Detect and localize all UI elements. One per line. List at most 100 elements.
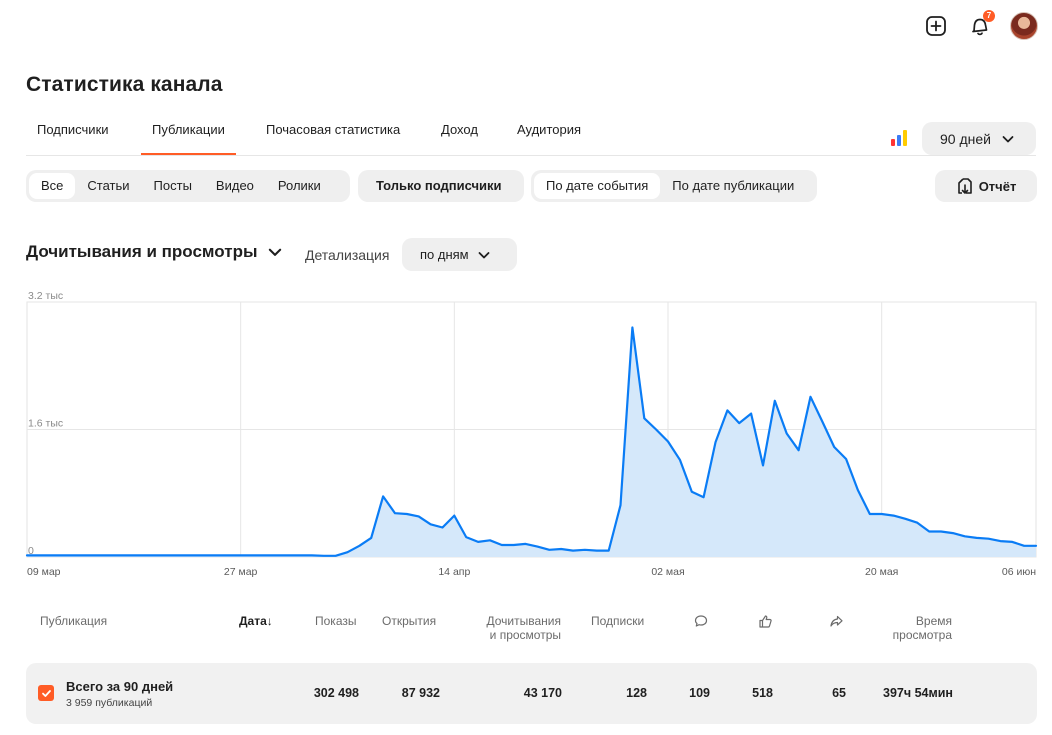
data-point[interactable] [96, 553, 101, 558]
data-point[interactable] [155, 553, 160, 558]
data-point[interactable] [820, 419, 825, 424]
data-point[interactable] [642, 416, 647, 421]
data-point[interactable] [832, 445, 837, 450]
data-point[interactable] [915, 520, 920, 525]
data-point[interactable] [998, 539, 1003, 544]
col-comments[interactable] [694, 614, 708, 631]
data-point[interactable] [226, 553, 231, 558]
col-opens[interactable]: Открытия [382, 614, 437, 628]
data-point[interactable] [179, 553, 184, 558]
data-point[interactable] [571, 548, 576, 553]
data-point[interactable] [618, 503, 623, 508]
data-point[interactable] [72, 553, 77, 558]
data-point[interactable] [535, 544, 540, 549]
data-point[interactable] [333, 553, 338, 558]
data-point[interactable] [108, 553, 113, 558]
data-point[interactable] [1034, 543, 1039, 548]
data-point[interactable] [867, 512, 872, 517]
data-point[interactable] [488, 538, 493, 543]
data-point[interactable] [393, 511, 398, 516]
data-point[interactable] [48, 553, 53, 558]
table-row-total[interactable]: Всего за 90 дней 3 959 публикаций 302 49… [26, 663, 1037, 724]
data-point[interactable] [1022, 543, 1027, 548]
data-point[interactable] [666, 439, 671, 444]
data-point[interactable] [927, 529, 932, 534]
avatar[interactable] [1010, 12, 1038, 40]
filter-by-event-date[interactable]: По дате события [534, 173, 661, 199]
metric-select[interactable]: Дочитывания и просмотры [26, 242, 283, 262]
data-point[interactable] [452, 513, 457, 518]
data-point[interactable] [428, 522, 433, 527]
data-point[interactable] [286, 553, 291, 558]
data-point[interactable] [606, 548, 611, 553]
data-point[interactable] [654, 427, 659, 432]
tab-subscribers[interactable]: Подписчики [37, 122, 109, 137]
data-point[interactable] [298, 553, 303, 558]
col-likes[interactable] [758, 614, 773, 632]
tab-audience[interactable]: Аудитория [517, 122, 582, 137]
data-point[interactable] [60, 553, 65, 558]
data-point[interactable] [855, 488, 860, 493]
col-subscriptions[interactable]: Подписки [591, 614, 645, 628]
data-point[interactable] [559, 547, 564, 552]
data-point[interactable] [84, 553, 89, 558]
data-point[interactable] [761, 463, 766, 468]
data-point[interactable] [749, 411, 754, 416]
notifications-button[interactable]: 7 [966, 10, 995, 40]
data-point[interactable] [879, 512, 884, 517]
data-point[interactable] [262, 553, 267, 558]
filter-all[interactable]: Все [29, 173, 76, 199]
reads-views-chart[interactable]: 3.2 тыс 1.6 тыс 0 09 мар 27 мар 14 апр 02 мая 2… [0, 285, 1052, 580]
data-point[interactable] [594, 548, 599, 553]
data-point[interactable] [274, 553, 279, 558]
col-publication[interactable]: Публикация [40, 614, 108, 628]
tab-hourly-stats[interactable]: Почасовая статистика [266, 122, 401, 137]
detail-select[interactable]: по дням [402, 238, 517, 271]
data-point[interactable] [357, 543, 362, 548]
filter-videos[interactable]: Видео [215, 178, 254, 193]
add-publication-button[interactable] [922, 12, 950, 40]
data-point[interactable] [167, 553, 172, 558]
data-point[interactable] [404, 512, 409, 517]
data-point[interactable] [203, 553, 208, 558]
filter-by-publication-date[interactable]: По дате публикации [672, 178, 795, 193]
data-point[interactable] [974, 535, 979, 540]
data-point[interactable] [511, 543, 516, 548]
data-point[interactable] [986, 536, 991, 541]
data-point[interactable] [369, 535, 374, 540]
data-point[interactable] [191, 553, 196, 558]
col-reads[interactable]: Дочитывания и просмотры [476, 614, 562, 642]
data-point[interactable] [582, 547, 587, 552]
data-point[interactable] [345, 550, 350, 555]
subscribers-only-toggle[interactable]: Только подписчики [358, 170, 524, 202]
data-point[interactable] [796, 448, 801, 453]
data-point[interactable] [416, 514, 421, 519]
col-shares[interactable] [829, 614, 844, 632]
tab-income[interactable]: Доход [441, 122, 478, 137]
filter-clips[interactable]: Ролики [277, 178, 321, 193]
data-point[interactable] [844, 457, 849, 462]
data-point[interactable] [36, 553, 41, 558]
data-point[interactable] [1010, 539, 1015, 544]
series-line[interactable] [25, 326, 1038, 557]
report-button[interactable]: Отчёт [935, 170, 1037, 202]
data-point[interactable] [689, 489, 694, 494]
data-point[interactable] [250, 553, 255, 558]
data-point[interactable] [939, 529, 944, 534]
data-point[interactable] [238, 553, 243, 558]
data-point[interactable] [891, 513, 896, 518]
data-point[interactable] [701, 495, 706, 500]
data-point[interactable] [131, 553, 136, 558]
data-point[interactable] [321, 553, 326, 558]
data-point[interactable] [381, 494, 386, 499]
data-point[interactable] [143, 553, 148, 558]
total-checkbox[interactable] [38, 685, 54, 701]
filter-posts[interactable]: Посты [153, 178, 192, 193]
data-point[interactable] [630, 325, 635, 330]
data-point[interactable] [950, 531, 955, 536]
data-point[interactable] [214, 553, 219, 558]
data-point[interactable] [725, 408, 730, 413]
data-point[interactable] [499, 543, 504, 548]
filter-articles[interactable]: Статьи [87, 178, 130, 193]
col-watch-time[interactable]: Время просмотра [874, 614, 952, 642]
